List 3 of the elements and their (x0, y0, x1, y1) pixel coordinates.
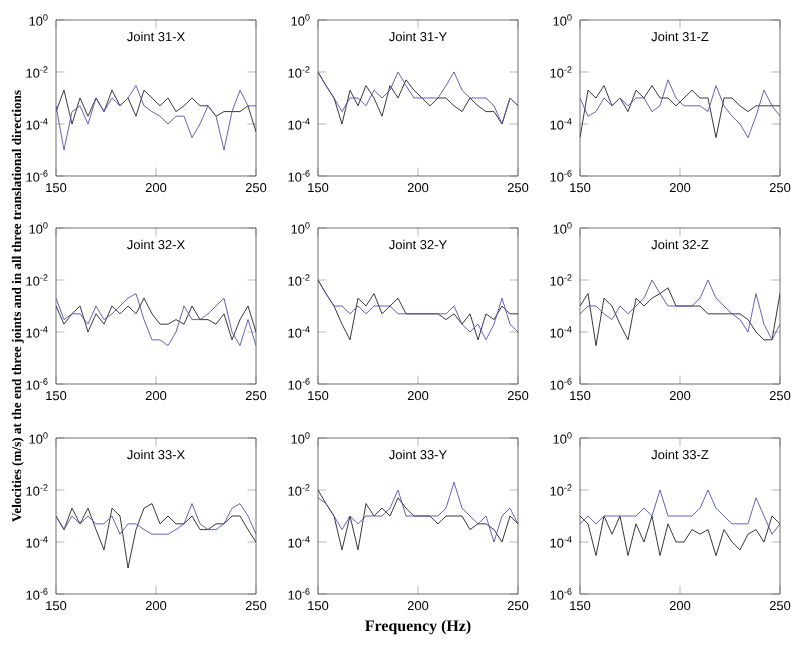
line-series (318, 71, 519, 125)
line-series (56, 85, 256, 151)
line-series (580, 515, 781, 557)
